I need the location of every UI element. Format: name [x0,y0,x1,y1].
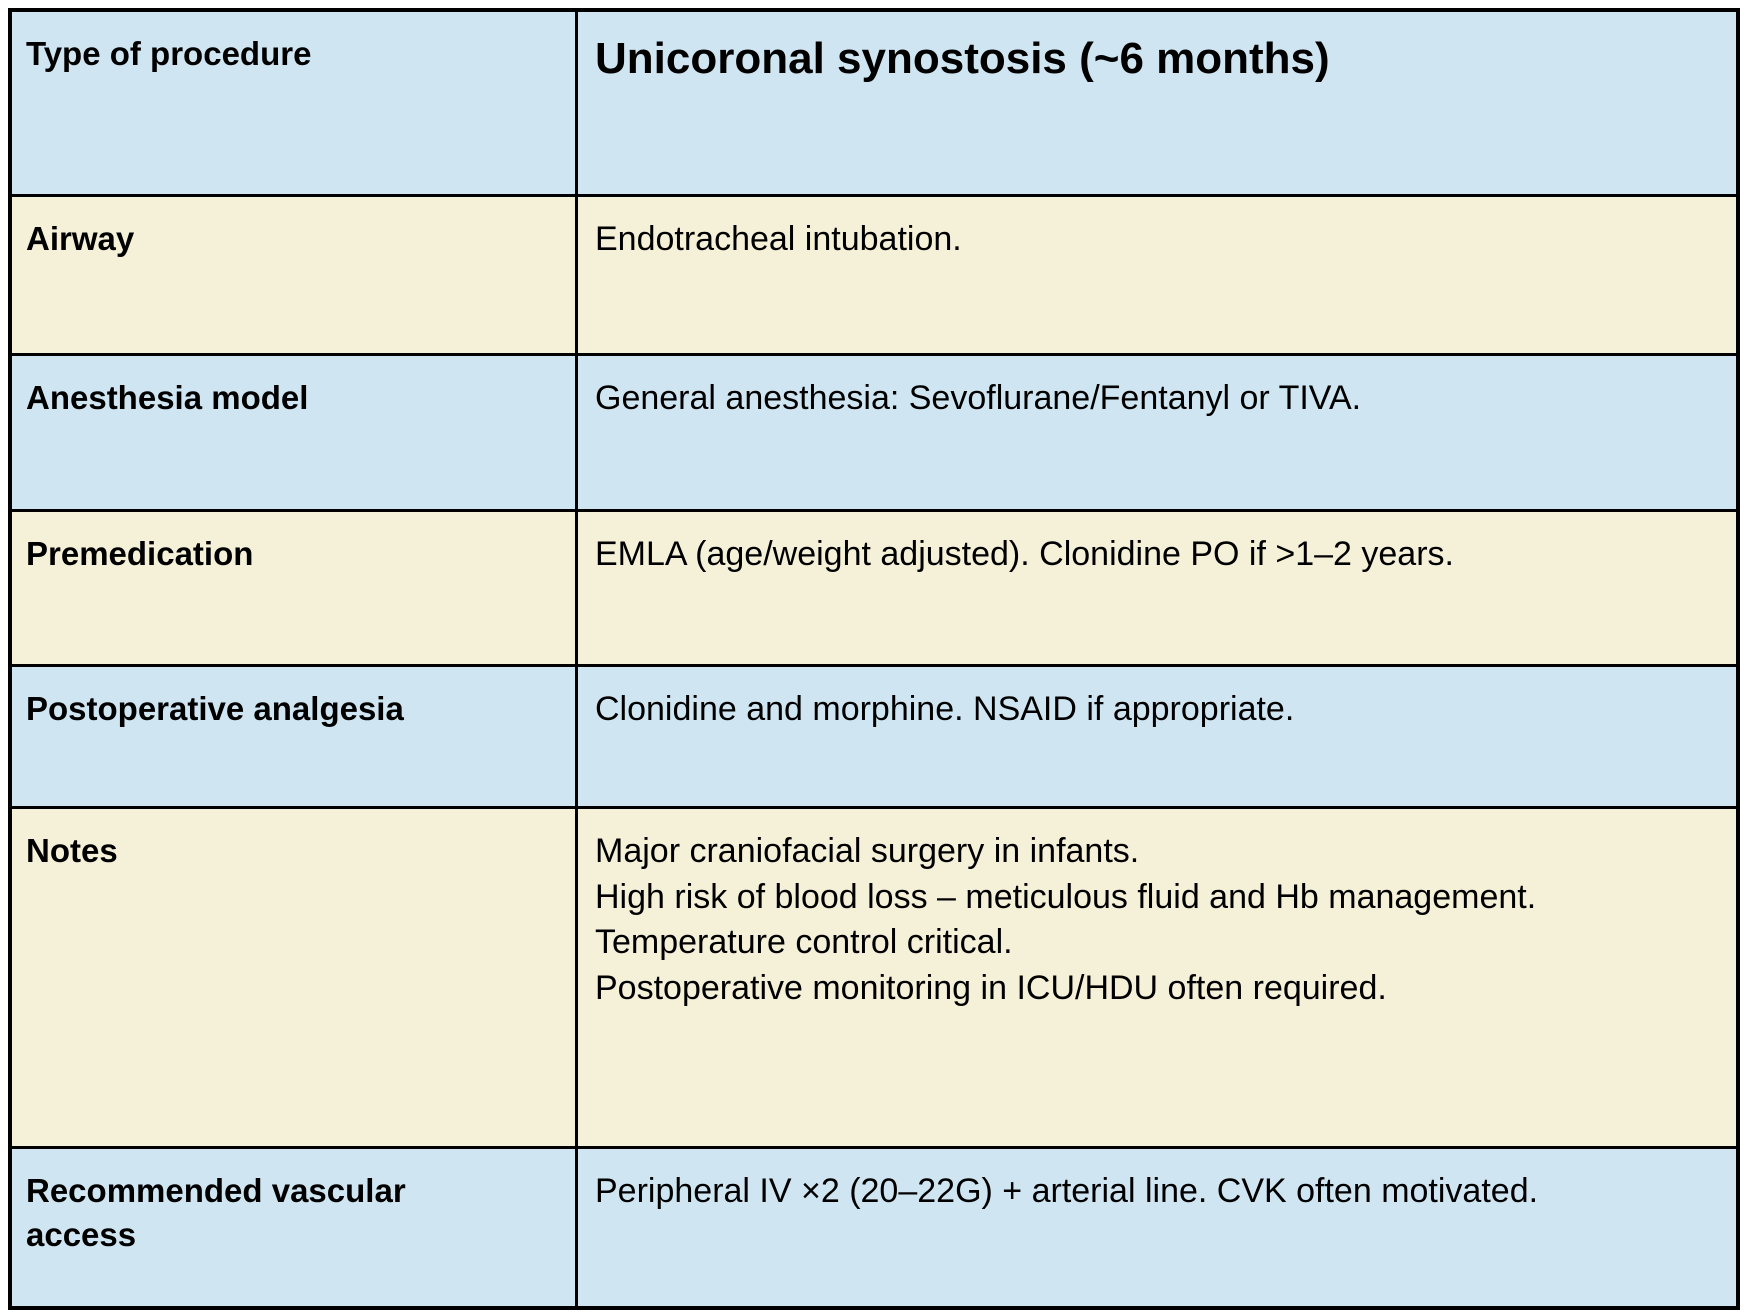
row-label-type-of-procedure: Type of procedure [12,12,578,194]
row-value-recommended-vascular-access: Peripheral IV ×2 (20–22G) + arterial lin… [595,1172,1539,1210]
table-row-postoperative-analgesia: Postoperative analgesia Clonidine and mo… [12,667,1736,809]
table-row-airway: Airway Endotracheal intubation. [12,197,1736,356]
row-value-notes: Major craniofacial surgery in infants. H… [595,832,1537,1007]
table-row-recommended-vascular-access: Recommended vascular access Peripheral I… [12,1149,1736,1306]
table-row-type-of-procedure: Type of procedure Unicoronal synostosis … [12,12,1736,197]
table-row-anesthesia-model: Anesthesia model General anesthesia: Sev… [12,356,1736,512]
table-row-premedication: Premedication EMLA (age/weight adjusted)… [12,512,1736,667]
row-label-anesthesia-model: Anesthesia model [12,356,578,509]
table-row-notes: Notes Major craniofacial surgery in infa… [12,809,1736,1149]
row-value-postoperative-analgesia: Clonidine and morphine. NSAID if appropr… [595,690,1295,728]
row-label-postoperative-analgesia: Postoperative analgesia [12,667,578,806]
row-value-premedication: EMLA (age/weight adjusted). Clonidine PO… [595,535,1454,573]
row-label-airway: Airway [12,197,578,353]
row-value-type-of-procedure: Unicoronal synostosis (~6 months) [595,34,1330,83]
row-value-airway: Endotracheal intubation. [595,220,962,258]
procedure-info-table: Type of procedure Unicoronal synostosis … [8,8,1740,1310]
row-value-anesthesia-model: General anesthesia: Sevoflurane/Fentanyl… [595,379,1362,417]
row-label-recommended-vascular-access: Recommended vascular access [12,1149,578,1306]
row-label-notes: Notes [12,809,578,1146]
row-label-premedication: Premedication [12,512,578,664]
